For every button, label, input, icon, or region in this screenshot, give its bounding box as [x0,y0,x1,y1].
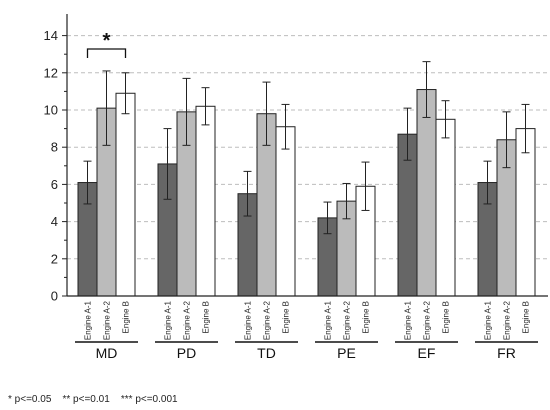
bar [435,118,456,297]
y-tick-label: 14 [44,28,58,43]
x-tick-label: Engine B [122,301,131,333]
x-tick-label: Engine A-1 [84,300,93,340]
y-tick-label: 6 [51,177,58,192]
y-tick-label: 12 [44,65,58,80]
x-tick-label: Engine B [522,301,531,333]
x-tick-label: Engine B [202,301,211,333]
bar [115,92,136,297]
x-tick-label: Engine B [442,301,451,333]
x-tick-label: Engine A-2 [423,300,432,340]
group-label: FR [497,345,516,361]
y-tick-label: 8 [51,140,58,155]
x-tick-label: Engine A-1 [164,300,173,340]
y-tick-label: 10 [44,103,58,118]
significance-bracket [86,48,127,58]
tick-labels: 0 2 4 6 8 10 12 14 Engine A-1 Engine A-2 Engine B E… [44,28,531,340]
group-label: TD [257,345,276,361]
bar [275,126,296,297]
x-tick-label: Engine A-2 [183,300,192,340]
axes [62,14,548,297]
y-tick-label: 0 [51,289,58,304]
x-tick-label: Engine A-1 [484,300,493,340]
x-tick-label: Engine A-2 [503,300,512,340]
group-label: MD [96,345,118,361]
bar [515,128,536,297]
x-tick-label: Engine B [362,301,371,333]
group-labels: MD PD TD PE EF FR [75,341,538,361]
bar [195,105,216,297]
significance-annotation: * [86,30,127,58]
group-label: PE [337,345,356,361]
group-label: PD [177,345,196,361]
y-tick-label: 2 [51,251,58,266]
x-tick-label: Engine A-2 [263,300,272,340]
group-label: EF [418,345,436,361]
bar [416,89,437,297]
bars [77,89,536,297]
x-tick-label: Engine A-2 [103,300,112,340]
x-tick-label: Engine B [282,301,291,333]
x-tick-label: Engine A-2 [343,300,352,340]
x-tick-label: Engine A-1 [324,300,333,340]
error-bars [83,61,530,235]
significance-star: * [103,30,111,52]
x-tick-label: Engine A-1 [404,300,413,340]
grid-lines [67,35,548,260]
y-tick-label: 4 [51,214,58,229]
x-tick-label: Engine A-1 [244,300,253,340]
significance-footnote: * p<=0.05 ** p<=0.01 *** p<=0.001 [8,394,178,405]
